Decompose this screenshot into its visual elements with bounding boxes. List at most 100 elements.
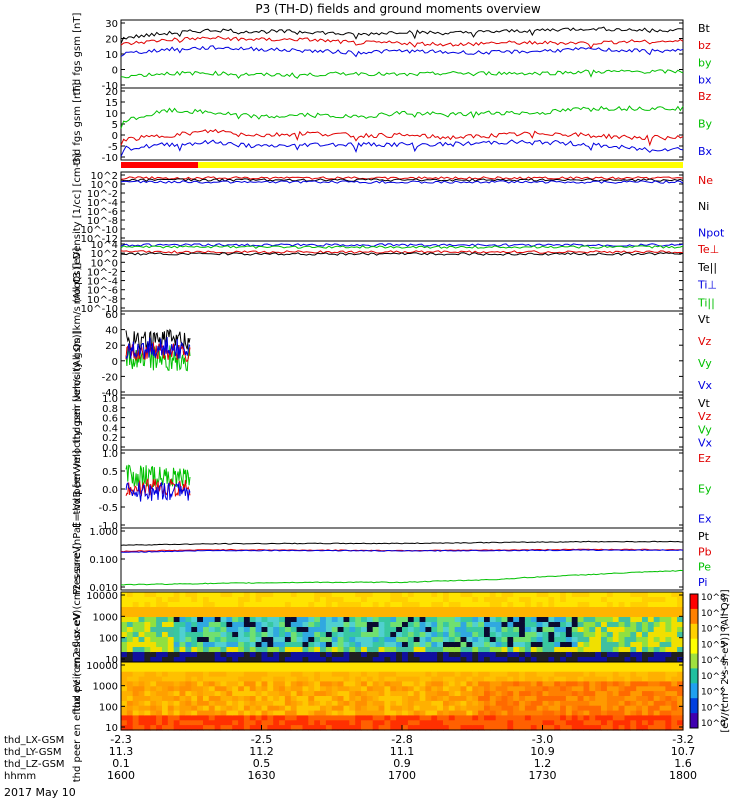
spectro-cell	[454, 696, 462, 702]
spectro-cell	[167, 657, 175, 663]
spectro-cell	[624, 622, 631, 628]
spectro-cell	[220, 671, 227, 678]
spectro-cell	[337, 725, 345, 731]
spectro-cell	[466, 607, 473, 613]
spectro-cell	[454, 676, 462, 683]
spectro-cell	[396, 715, 403, 721]
spectro-cell	[624, 647, 631, 653]
spectro-cell	[653, 725, 661, 731]
ephem-row-label: thd_LY-GSM	[4, 747, 61, 758]
spectro-cell	[484, 715, 491, 721]
spectro-cell	[642, 597, 649, 603]
ephem-value: 1730	[529, 769, 557, 782]
spectro-cell	[162, 647, 169, 653]
spectro-cell	[191, 725, 198, 731]
spectro-cell	[378, 705, 386, 712]
spectro-cell	[197, 607, 204, 613]
spectro-cell	[384, 617, 391, 623]
spectro-cell	[513, 597, 520, 603]
spectro-cell	[419, 705, 427, 712]
spectro-cell	[618, 622, 626, 628]
spectro-cell	[238, 676, 245, 683]
spectro-cell	[197, 632, 204, 638]
spectro-cell	[478, 652, 485, 658]
spectro-cell	[320, 710, 327, 717]
spectro-cell	[524, 652, 532, 658]
spectro-cell	[390, 676, 397, 683]
spectro-cell	[642, 627, 649, 633]
spectro-cell	[267, 725, 274, 731]
spectro-cell	[320, 657, 327, 663]
spectro-cell	[495, 627, 503, 633]
spectro-cell	[659, 676, 667, 683]
spectro-cell	[185, 642, 192, 648]
spectro-cell	[361, 666, 368, 673]
spectro-cell	[261, 662, 268, 668]
spectro-cell	[390, 720, 397, 726]
spectro-cell	[665, 666, 672, 673]
spectro-cell	[126, 642, 134, 648]
spectro-cell	[466, 617, 473, 623]
spectro-cell	[630, 671, 637, 678]
spectro-cell	[583, 696, 590, 702]
spectro-cell	[583, 671, 590, 678]
spectro-cell	[407, 652, 415, 658]
spectro-cell	[530, 597, 538, 603]
spectro-cell	[472, 686, 479, 692]
spectro-cell	[402, 691, 409, 697]
spectro-cell	[214, 715, 222, 721]
spectro-cell	[314, 647, 321, 653]
spectro-cell	[665, 632, 672, 638]
spectro-cell	[290, 725, 298, 731]
spectro-cell	[167, 627, 175, 633]
spectro-cell	[565, 637, 573, 643]
spectro-cell	[138, 652, 146, 658]
spectro-cell	[653, 642, 661, 648]
spectro-cell	[530, 637, 538, 643]
spectro-cell	[431, 700, 438, 707]
spectro-cell	[524, 671, 532, 678]
spectro-cell	[583, 647, 590, 653]
spectro-cell	[653, 612, 661, 618]
spectro-cell	[284, 597, 292, 603]
spectro-cell	[636, 622, 643, 628]
spectro-cell	[284, 642, 292, 648]
spectro-cell	[495, 662, 503, 668]
spectro-cell	[355, 607, 362, 613]
y-tick-label: 100	[99, 702, 118, 713]
colorbar-tick-label: 10^6	[701, 625, 726, 635]
spectro-cell	[167, 642, 175, 648]
spectro-cell	[448, 705, 456, 712]
spectro-cell	[495, 617, 503, 623]
spectro-cell	[390, 607, 397, 613]
spectro-cell	[203, 652, 210, 658]
spectro-cell	[296, 681, 304, 687]
spectro-cell	[144, 657, 151, 663]
spectro-cell	[273, 676, 280, 683]
colorbar-swatch	[690, 698, 698, 714]
spectro-cell	[636, 666, 643, 673]
spectro-cell	[132, 617, 140, 623]
spectro-cell	[595, 632, 602, 638]
spectro-cell	[378, 652, 386, 658]
spectro-cell	[302, 642, 309, 648]
colorbar-frame	[689, 593, 699, 729]
spectro-cell	[138, 662, 146, 668]
spectro-cell	[478, 715, 485, 721]
spectro-cell	[320, 662, 327, 668]
legend-Ti⊥: Ti⊥	[697, 279, 717, 292]
spectro-cell	[150, 627, 157, 633]
spectro-cell	[343, 597, 350, 603]
spectro-cell	[203, 592, 210, 598]
colorbar-swatch	[690, 668, 698, 684]
spectro-cell	[238, 597, 245, 603]
spectro-cell	[162, 671, 169, 678]
spectro-cell	[548, 592, 555, 598]
spectro-cell	[571, 696, 579, 702]
spectro-cell	[606, 627, 614, 633]
spectro-cell	[612, 632, 620, 638]
spectro-cell	[443, 696, 450, 702]
y-tick-label: 10000	[86, 591, 118, 602]
spectro-cell	[150, 725, 157, 731]
spectro-cell	[203, 607, 210, 613]
